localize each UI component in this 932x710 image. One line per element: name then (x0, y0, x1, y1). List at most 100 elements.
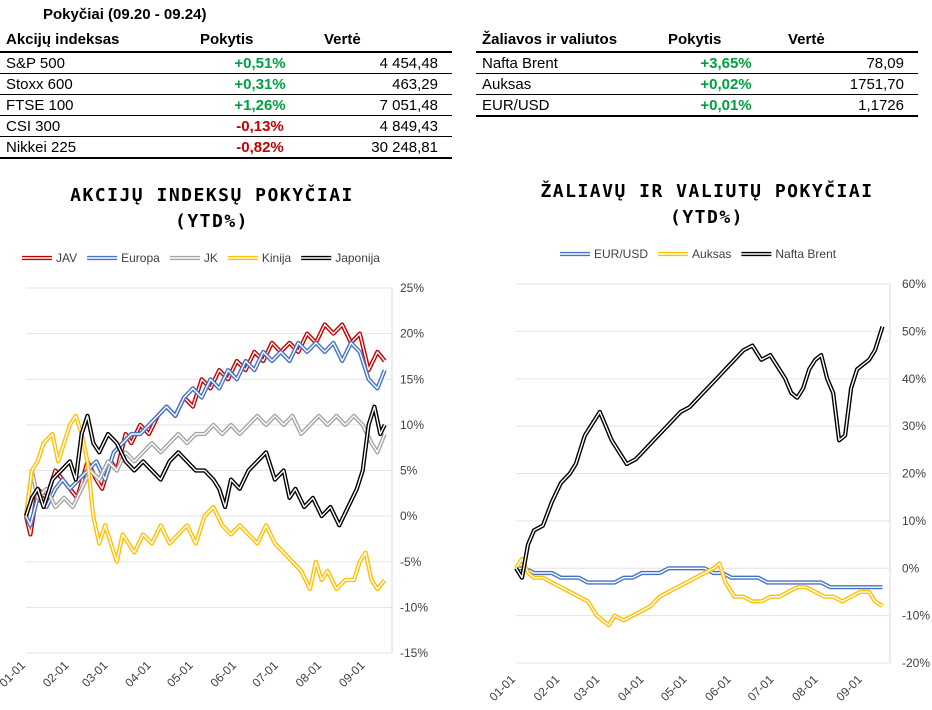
x-tick-label: 07-01 (745, 672, 777, 704)
page-title: Pokyčiai (09.20 - 09.24) (43, 6, 207, 23)
indices-col-value: Vertė (322, 27, 452, 53)
indices-row: S&P 500 +0,51% 4 454,48 (0, 52, 452, 74)
legend-item: Kinija (227, 251, 292, 265)
chart-title-line: AKCIJŲ INDEKSŲ POKYČIAI (70, 184, 354, 206)
commodities-table: Žaliavos ir valiutos Pokytis Vertė Nafta… (476, 27, 918, 117)
commodities-name-cell: Auksas (476, 73, 666, 95)
commodities-col-change: Pokytis (666, 27, 786, 53)
indices-change-cell: +0,31% (198, 73, 322, 95)
commodities-row: EUR/USD +0,01% 1,1726 (476, 94, 918, 117)
indices-value-cell: 7 051,48 (322, 94, 452, 116)
x-tick-label: 06-01 (702, 672, 734, 704)
commodities-col-name: Žaliavos ir valiutos (476, 27, 666, 53)
y-tick-label: 30% (902, 419, 926, 433)
indices-change-cell: +0,51% (198, 52, 322, 74)
indices-col-change: Pokytis (198, 27, 322, 53)
y-tick-label: -10% (400, 600, 428, 614)
indices-table: Akcijų indeksas Pokytis Vertė S&P 500 +0,… (0, 27, 452, 159)
commodities-value-cell: 1,1726 (786, 94, 918, 117)
indices-row: Nikkei 225 -0,82% 30 248,81 (0, 136, 452, 159)
legend-item: Auksas (658, 247, 731, 261)
commodities-value-cell: 78,09 (786, 52, 918, 74)
commodities-value-cell: 1751,70 (786, 73, 918, 95)
commodities-change-cell: +0,01% (666, 94, 786, 117)
commodities-row: Auksas +0,02% 1751,70 (476, 73, 918, 95)
series-line-inner (515, 558, 883, 626)
x-tick-label: 08-01 (789, 672, 821, 704)
indices-change-cell: +1,26% (198, 94, 322, 116)
y-tick-label: 5% (400, 464, 418, 478)
indices-name-cell: FTSE 100 (0, 94, 198, 116)
y-tick-label: 15% (400, 372, 424, 386)
y-tick-label: -15% (400, 646, 428, 660)
legend-label: JAV (56, 251, 77, 265)
y-tick-label: 0% (400, 509, 418, 523)
legend-item: JK (169, 251, 218, 265)
legend-label: Auksas (692, 247, 731, 261)
indices-row: CSI 300 -0,13% 4 849,43 (0, 115, 452, 137)
series-line-inner (25, 405, 386, 526)
x-tick-label: 05-01 (658, 672, 690, 704)
legend-label: JK (204, 251, 218, 265)
y-tick-label: -10% (902, 609, 930, 623)
indices-table-header: Akcijų indeksas Pokytis Vertė (0, 27, 452, 53)
indices-row: FTSE 100 +1,26% 7 051,48 (0, 94, 452, 116)
series-line-inner (516, 567, 883, 588)
series-line-inner (25, 415, 386, 590)
legend-item: Europa (87, 251, 160, 265)
indices-name-cell: Nikkei 225 (0, 136, 198, 159)
indices-name-cell: Stoxx 600 (0, 73, 198, 95)
indices-value-cell: 30 248,81 (322, 136, 452, 159)
commodities-table-header: Žaliavos ir valiutos Pokytis Vertė (476, 27, 918, 53)
y-tick-label: -5% (400, 555, 422, 569)
x-tick-label: 01-01 (487, 672, 519, 704)
indices-name-cell: CSI 300 (0, 115, 198, 137)
y-tick-label: 25% (400, 281, 424, 295)
indices-row: Stoxx 600 +0,31% 463,29 (0, 73, 452, 95)
x-tick-label: 04-01 (615, 672, 647, 704)
legend-item: Nafta Brent (741, 247, 837, 261)
series-line-inner (515, 326, 884, 579)
chart-title-line: (YTD%) (175, 211, 249, 232)
equity-index-chart: AKCIJŲ INDEKSŲ POKYČIAI (YTD%) -15% -10% -5%… (0, 184, 428, 690)
y-tick-label: 20% (400, 327, 424, 341)
x-tick-label: 02-01 (531, 672, 563, 704)
indices-value-cell: 463,29 (322, 73, 452, 95)
y-tick-label: 60% (902, 277, 926, 291)
legend-item: Japonija (301, 251, 380, 265)
x-tick-label: 09-01 (833, 672, 865, 704)
legend-label: Nafta Brent (775, 247, 836, 261)
legend-label: EUR/USD (594, 247, 648, 261)
y-tick-label: 20% (902, 467, 926, 481)
chart-title-line: ŽALIAVŲ IR VALIUTŲ POKYČIAI (540, 180, 873, 202)
legend-label: Europa (121, 251, 160, 265)
indices-change-cell: -0,13% (198, 115, 322, 137)
indices-name-cell: S&P 500 (0, 52, 198, 74)
legend-item: JAV (22, 251, 77, 265)
legend-label: Japonija (335, 251, 380, 265)
y-tick-label: 0% (902, 561, 920, 575)
commodities-change-cell: +3,65% (666, 52, 786, 74)
indices-change-cell: -0,82% (198, 136, 322, 159)
chart-title-line: (YTD%) (670, 207, 744, 228)
commodities-row: Nafta Brent +3,65% 78,09 (476, 52, 918, 74)
y-tick-label: -20% (902, 656, 930, 670)
series-line-nafta-brent (514, 325, 885, 580)
y-tick-label: 10% (400, 418, 424, 432)
indices-col-name: Akcijų indeksas (0, 27, 198, 53)
x-tick-label: 03-01 (571, 672, 603, 704)
y-tick-label: 10% (902, 514, 926, 528)
series-line-inner (25, 342, 386, 526)
legend-label: Kinija (262, 251, 292, 265)
indices-value-cell: 4 454,48 (322, 52, 452, 74)
series-line-inner (25, 415, 386, 517)
y-tick-label: 50% (902, 324, 926, 338)
commodities-col-value: Vertė (786, 27, 918, 53)
commodities-change-cell: +0,02% (666, 73, 786, 95)
commodities-name-cell: EUR/USD (476, 94, 666, 117)
y-tick-label: 40% (902, 372, 926, 386)
indices-value-cell: 4 849,43 (322, 115, 452, 137)
legend-item: EUR/USD (560, 247, 648, 261)
commodities-name-cell: Nafta Brent (476, 52, 666, 74)
